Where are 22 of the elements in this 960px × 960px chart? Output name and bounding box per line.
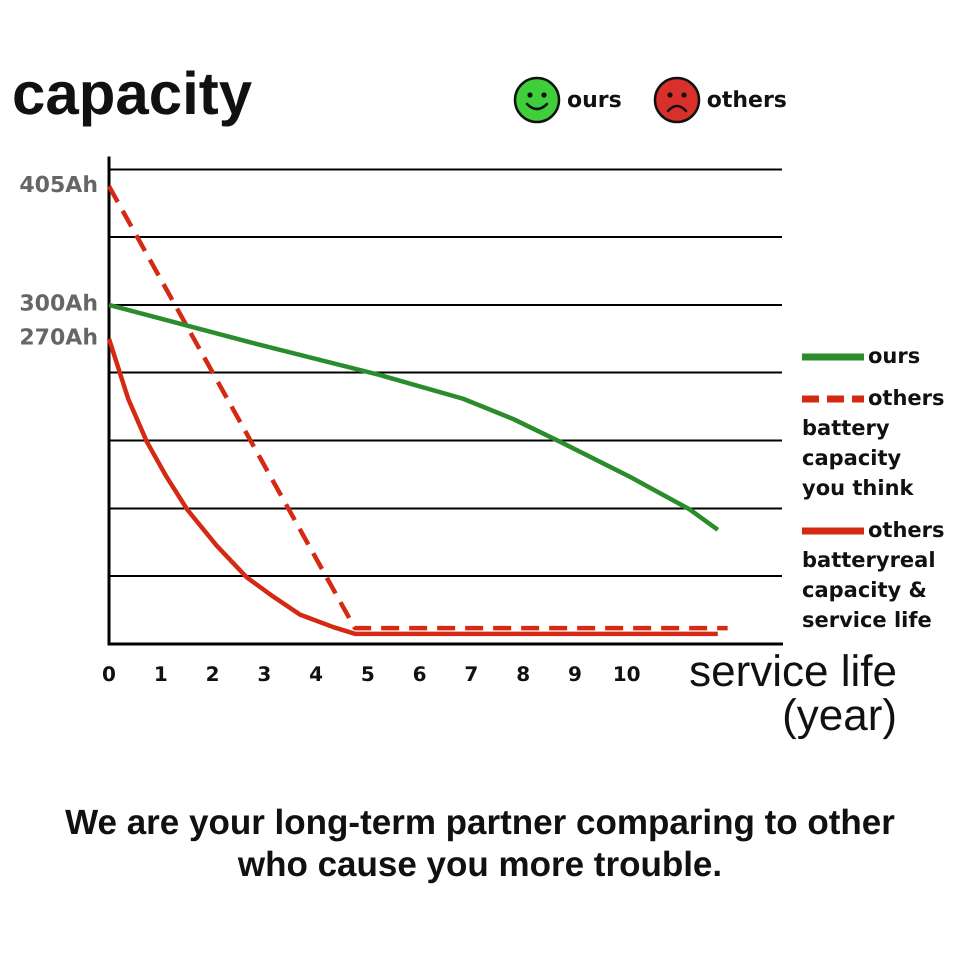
x-tick-label: 10 xyxy=(612,662,641,686)
y-tick-label: 300Ah xyxy=(19,292,98,317)
x-tick-label: 8 xyxy=(516,662,530,686)
y-tick-label: 405Ah xyxy=(19,172,98,198)
x-tick-label: 0 xyxy=(102,662,116,686)
text: others xyxy=(706,88,787,112)
text: We are your long-term partner comparing to other who cause you more trouble. xyxy=(64,802,896,886)
x-tick-label: 3 xyxy=(257,662,272,686)
x-tick-label: 2 xyxy=(206,662,220,686)
x-tick-label: 9 xyxy=(568,662,582,686)
text: ours xyxy=(567,88,622,112)
x-tick-label: 1 xyxy=(154,662,168,686)
x-tick-label: 6 xyxy=(412,662,427,686)
legend-label: others batteryreal capacity & service life xyxy=(802,518,945,632)
y-tick-label: 270Ah xyxy=(19,326,98,351)
y-axis-title: capacity xyxy=(12,59,252,129)
x-tick-label: 4 xyxy=(309,662,324,686)
legend-label: others battery capacity you think xyxy=(802,386,945,500)
legend-label: ours xyxy=(868,344,920,368)
x-tick-label: 5 xyxy=(360,662,375,686)
x-tick-label: 7 xyxy=(464,662,478,686)
x-axis-title: service life (year) xyxy=(688,647,897,740)
